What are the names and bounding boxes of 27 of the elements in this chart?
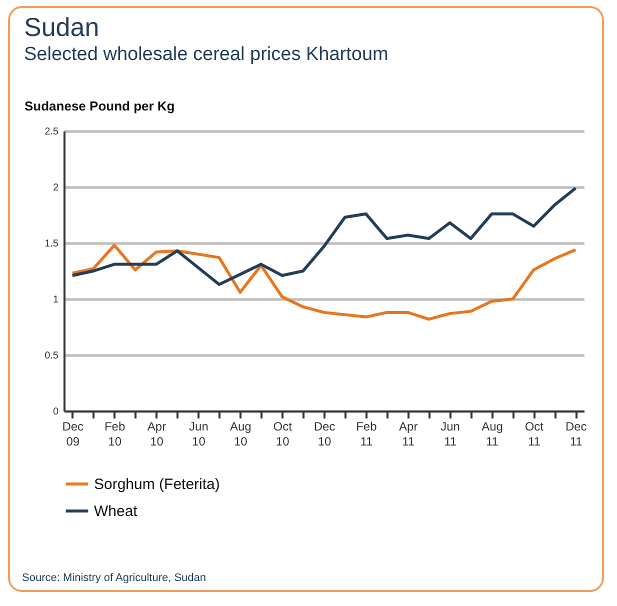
x-tick-label: Apr 11 — [399, 420, 418, 448]
line-series — [70, 244, 578, 321]
y-tick-label: 1.5 — [44, 238, 59, 250]
y-tick-label: 0 — [52, 406, 59, 418]
x-tick-label: Feb 10 — [104, 420, 126, 448]
x-tick-label: Feb 11 — [356, 420, 378, 448]
y-tick-label: 1 — [52, 294, 59, 306]
y-tick-label: 2.5 — [44, 126, 59, 138]
x-tick-label: Apr 10 — [147, 420, 166, 448]
legend-label: Sorghum (Feterita) — [94, 476, 220, 493]
chart-subtitle: Selected wholesale cereal prices Khartoum — [24, 44, 388, 65]
line-series — [70, 186, 578, 286]
x-tick-label: Dec 09 — [62, 420, 84, 448]
x-tick-label: Jun 11 — [440, 420, 460, 448]
y-tick-label: 2 — [52, 182, 59, 194]
x-tick-label: Dec 11 — [565, 420, 587, 448]
y-axis-title: Sudanese Pound per Kg — [24, 98, 175, 114]
legend-label: Wheat — [94, 503, 138, 520]
chart-title: Sudan — [24, 12, 100, 42]
x-tick-label: Dec 10 — [314, 420, 336, 448]
x-tick-label: Aug 11 — [482, 420, 503, 448]
x-tick-label: Oct 11 — [524, 420, 544, 448]
x-tick-label: Oct 10 — [273, 420, 293, 448]
x-tick-label: Aug 10 — [230, 420, 252, 448]
x-tick-label: Jun 10 — [189, 420, 208, 448]
source-note: Source: Ministry of Agriculture, Sudan — [22, 572, 206, 584]
y-tick-label: 0.5 — [44, 350, 59, 362]
